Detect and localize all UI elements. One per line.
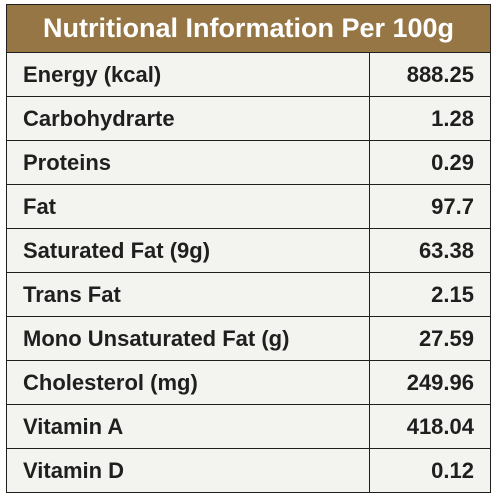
nutrient-label: Vitamin D: [7, 449, 370, 493]
table-row: Energy (kcal)888.25: [7, 53, 491, 97]
nutrient-value: 249.96: [369, 361, 490, 405]
nutrient-label: Carbohydrarte: [7, 97, 370, 141]
table-row: Proteins0.29: [7, 141, 491, 185]
nutrient-value: 888.25: [369, 53, 490, 97]
table-row: Saturated Fat (9g)63.38: [7, 229, 491, 273]
table-row: Vitamin A418.04: [7, 405, 491, 449]
table-row: Carbohydrarte1.28: [7, 97, 491, 141]
table-row: Mono Unsaturated Fat (g)27.59: [7, 317, 491, 361]
nutrient-value: 1.28: [369, 97, 490, 141]
table-row: Cholesterol (mg)249.96: [7, 361, 491, 405]
nutrient-label: Proteins: [7, 141, 370, 185]
nutrient-value: 63.38: [369, 229, 490, 273]
nutrient-label: Cholesterol (mg): [7, 361, 370, 405]
nutrient-value: 418.04: [369, 405, 490, 449]
nutrient-label: Trans Fat: [7, 273, 370, 317]
table-row: Fat97.7: [7, 185, 491, 229]
nutrient-value: 0.12: [369, 449, 490, 493]
table-title: Nutritional Information Per 100g: [7, 5, 491, 53]
nutrient-label: Vitamin A: [7, 405, 370, 449]
nutrient-value: 0.29: [369, 141, 490, 185]
nutrient-value: 97.7: [369, 185, 490, 229]
nutrient-label: Saturated Fat (9g): [7, 229, 370, 273]
table-row: Trans Fat2.15: [7, 273, 491, 317]
nutrient-label: Mono Unsaturated Fat (g): [7, 317, 370, 361]
table-body: Energy (kcal)888.25Carbohydrarte1.28Prot…: [7, 53, 491, 493]
table-row: Vitamin D0.12: [7, 449, 491, 493]
nutrient-value: 27.59: [369, 317, 490, 361]
nutrient-label: Energy (kcal): [7, 53, 370, 97]
nutrient-label: Fat: [7, 185, 370, 229]
nutrient-value: 2.15: [369, 273, 490, 317]
nutrition-table: Nutritional Information Per 100g Energy …: [6, 4, 491, 493]
